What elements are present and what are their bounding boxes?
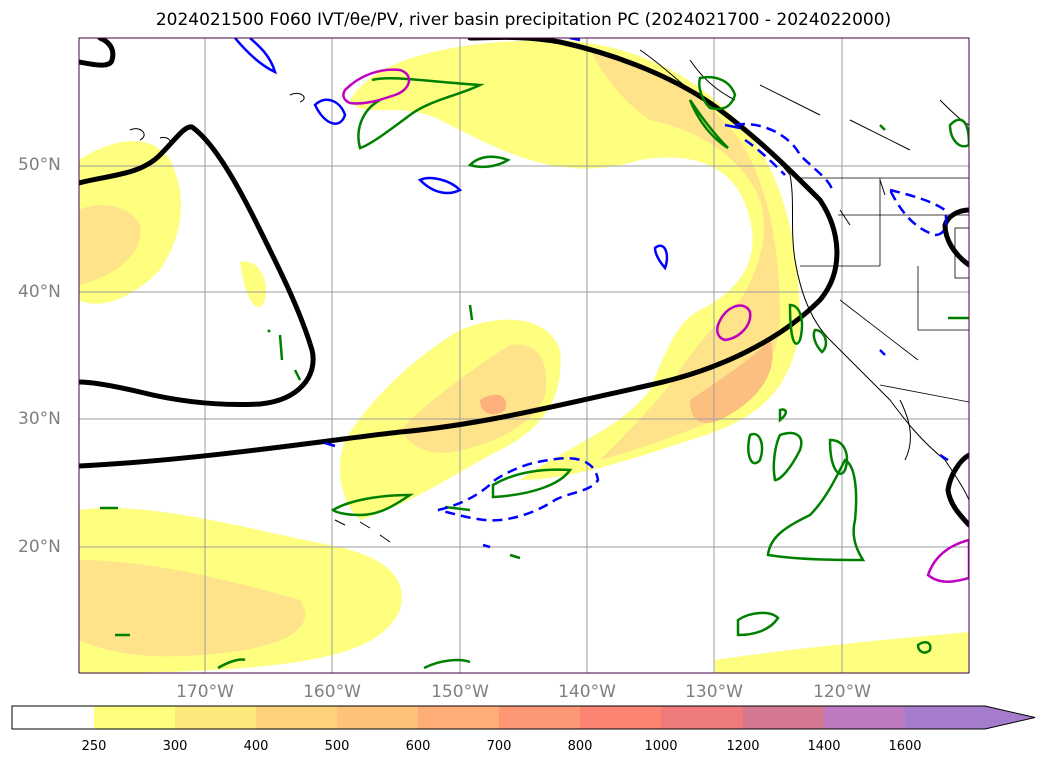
ivt-shading xyxy=(79,40,969,673)
map-title: 2024021500 F060 IVT/θe/PV, river basin p… xyxy=(155,10,892,30)
ivt-arc-high xyxy=(690,340,773,424)
theta-e-contours xyxy=(79,38,969,528)
colorbar-label-1200: 1200 xyxy=(726,739,760,754)
lat-label-50n: 50°N xyxy=(18,155,61,175)
lon-label-170w: 170°W xyxy=(176,682,234,702)
political-borders xyxy=(800,177,969,403)
lat-label-30n: 30°N xyxy=(18,409,61,429)
colorbar-label-1600: 1600 xyxy=(888,739,922,754)
colorbar-label-700: 700 xyxy=(486,739,512,754)
magenta-contours xyxy=(342,68,969,583)
ivt-central-high xyxy=(480,394,506,415)
blue-contours xyxy=(234,38,949,549)
colorbar-label-1400: 1400 xyxy=(807,739,841,754)
pv-contours xyxy=(100,76,969,670)
lon-label-140w: 140°W xyxy=(558,682,616,702)
colorbar-label-1000: 1000 xyxy=(644,739,678,754)
ivt-southwest-mid xyxy=(79,560,306,657)
map-plot-area xyxy=(79,38,969,673)
lon-label-160w: 160°W xyxy=(303,682,361,702)
colorbar-label-300: 300 xyxy=(162,739,188,754)
theta-e-east-2 xyxy=(945,452,969,528)
lon-label-150w: 150°W xyxy=(431,682,489,702)
colorbar-label-250: 250 xyxy=(81,739,107,754)
ivt-blob xyxy=(240,261,266,308)
lon-label-130w: 130°W xyxy=(685,682,743,702)
colorbar-label-800: 800 xyxy=(567,739,593,754)
graticule xyxy=(79,38,969,673)
colorbar-label-400: 400 xyxy=(243,739,269,754)
plot-frame xyxy=(78,37,970,674)
theta-e-main xyxy=(79,38,840,469)
ivt-west-mid xyxy=(79,205,141,285)
colorbar xyxy=(11,705,1036,730)
lat-label-40n: 40°N xyxy=(18,282,61,302)
theta-e-west xyxy=(79,124,316,407)
lat-label-20n: 20°N xyxy=(18,537,61,557)
colorbar-label-500: 500 xyxy=(324,739,350,754)
lon-label-120w: 120°W xyxy=(813,682,871,702)
colorbar-label-600: 600 xyxy=(405,739,431,754)
theta-e-north-west xyxy=(79,38,116,68)
